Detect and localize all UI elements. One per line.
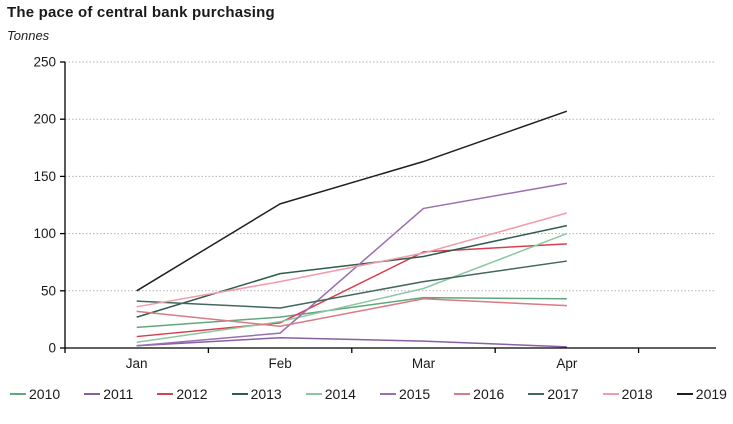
series-line-2015	[136, 182, 568, 347]
legend-swatch	[528, 393, 545, 395]
line-chart: 0 50 100 150 200 250 Jan Feb Mar Apr	[33, 55, 716, 371]
x-tick-label: Jan	[126, 356, 148, 371]
legend-swatch	[10, 393, 26, 395]
x-tick-label: Apr	[556, 356, 578, 371]
y-axis-unit-label: Tonnes	[7, 28, 50, 43]
x-tick-label: Feb	[268, 356, 291, 371]
series-line-2014	[136, 232, 568, 344]
legend-label: 2014	[324, 386, 356, 402]
legend-label: 2017	[547, 386, 579, 402]
legend-swatch	[379, 393, 396, 395]
x-tick-label: Mar	[412, 356, 436, 371]
legend-item-2012: 2012	[157, 386, 208, 402]
legend-item-2013: 2013	[231, 386, 282, 402]
legend-item-2010: 2010	[10, 386, 60, 402]
series-line-2016	[136, 298, 567, 328]
legend-swatch	[602, 393, 619, 395]
series-line-2013	[136, 224, 568, 318]
y-tick-label: 250	[33, 55, 56, 70]
legend-label: 2012	[176, 386, 208, 402]
legend-label: 2015	[398, 386, 431, 402]
legend-label: 2018	[621, 386, 653, 402]
legend-item-2019: 2019	[676, 386, 727, 402]
legend-swatch	[305, 393, 322, 395]
chart-title: The pace of central bank purchasing	[7, 4, 275, 21]
legend-label: 2010	[29, 386, 61, 402]
legend-swatch	[676, 393, 693, 395]
legend-item-2011: 2011	[84, 386, 133, 402]
series-line-2017	[136, 260, 567, 309]
legend-item-2014: 2014	[305, 386, 356, 402]
legend-item-2017: 2017	[528, 386, 579, 402]
series-line-2012	[136, 243, 567, 338]
y-tick-label: 0	[48, 341, 56, 356]
y-tick-label: 100	[33, 226, 56, 241]
legend-item-2016: 2016	[454, 386, 504, 402]
legend-swatch	[231, 393, 248, 395]
series-line-2019	[136, 110, 568, 292]
legend-label: 2016	[473, 386, 505, 402]
y-tick-label: 150	[33, 169, 56, 184]
legend-swatch	[454, 393, 471, 395]
legend-item-2018: 2018	[602, 386, 653, 402]
legend-label: 2013	[250, 386, 282, 402]
legend-swatch	[157, 393, 174, 395]
legend-swatch	[84, 393, 101, 395]
y-tick-label: 50	[41, 283, 56, 298]
chart-legend: 2010 2011 2012 2013 2014 2015 2016 2017 2018 2019	[10, 386, 727, 402]
series-line-2011	[136, 336, 567, 348]
legend-label: 2011	[103, 386, 134, 402]
series-line-2010	[136, 296, 567, 329]
legend-label: 2019	[695, 386, 727, 402]
series-line-2018	[136, 212, 568, 308]
legend-item-2015: 2015	[379, 386, 431, 402]
y-tick-label: 200	[33, 112, 56, 127]
